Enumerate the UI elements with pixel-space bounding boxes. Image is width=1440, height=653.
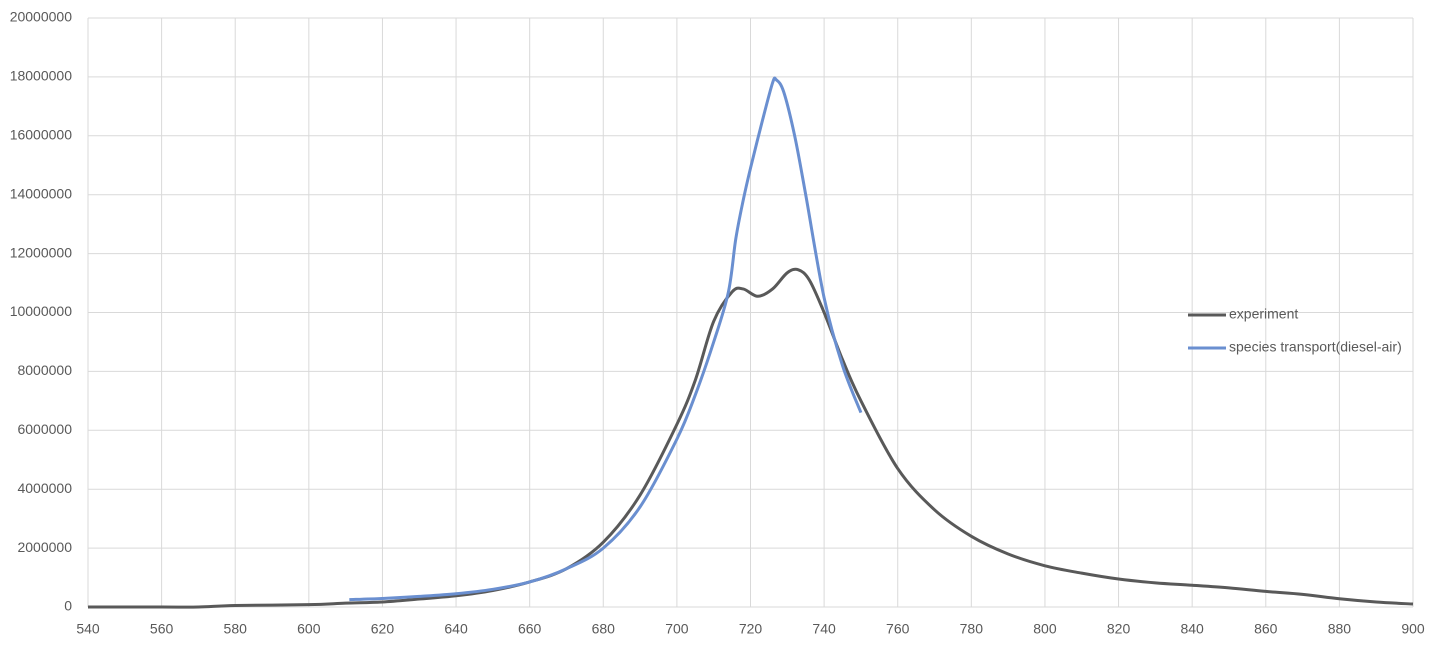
x-tick-label: 700 (665, 621, 689, 637)
y-tick-label: 14000000 (10, 185, 73, 201)
y-tick-label: 6000000 (17, 421, 72, 437)
x-tick-label: 620 (371, 621, 395, 637)
x-tick-label: 660 (518, 621, 542, 637)
y-tick-label: 20000000 (10, 9, 73, 25)
x-tick-label: 640 (444, 621, 468, 637)
x-tick-label: 860 (1254, 621, 1278, 637)
x-tick-label: 840 (1180, 621, 1204, 637)
x-tick-label: 820 (1107, 621, 1131, 637)
y-tick-label: 4000000 (17, 480, 72, 496)
x-tick-label: 740 (812, 621, 836, 637)
y-tick-label: 12000000 (10, 244, 73, 260)
data-line (87, 267, 1414, 609)
y-tick-label: 8000000 (17, 362, 72, 378)
y-tick-label: 18000000 (10, 68, 73, 84)
y-tick-label: 2000000 (17, 539, 72, 555)
x-tick-label: 760 (886, 621, 910, 637)
legend-label: experiment (1229, 306, 1298, 322)
x-tick-label: 600 (297, 621, 321, 637)
x-tick-label: 900 (1401, 621, 1425, 637)
x-tick-label: 540 (76, 621, 100, 637)
x-tick-label: 560 (150, 621, 174, 637)
x-tick-label: 780 (960, 621, 984, 637)
y-tick-label: 0 (64, 598, 72, 614)
y-tick-label: 10000000 (10, 303, 73, 319)
x-tick-label: 580 (224, 621, 248, 637)
x-tick-label: 800 (1033, 621, 1057, 637)
x-tick-label: 880 (1328, 621, 1352, 637)
x-tick-label: 720 (739, 621, 763, 637)
legend-label: species transport(diesel-air) (1229, 339, 1402, 355)
y-tick-label: 16000000 (10, 127, 73, 143)
data-line (349, 76, 863, 602)
x-tick-label: 680 (592, 621, 616, 637)
